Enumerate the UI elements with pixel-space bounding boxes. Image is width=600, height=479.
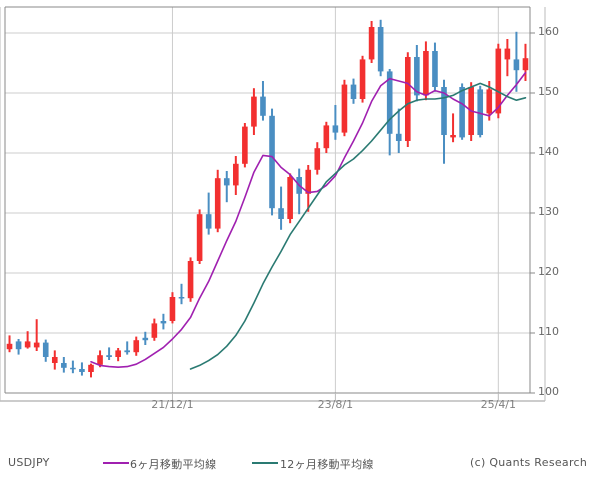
- x-axis-tick-label: 21/12/1: [151, 398, 194, 411]
- candle-body: [404, 57, 411, 141]
- x-axis-tick-label: 25/4/1: [480, 398, 517, 411]
- candle-body: [42, 342, 49, 357]
- legend-ma6-label: 6ヶ月移動平均線: [130, 458, 217, 471]
- candle-body: [377, 27, 384, 72]
- y-axis-tick-label: 110: [538, 325, 559, 338]
- candle-body: [142, 337, 149, 341]
- candle-body: [51, 357, 58, 363]
- candle-body: [459, 87, 465, 138]
- candle-body: [414, 57, 420, 96]
- candle-body: [233, 163, 239, 186]
- symbol-label: USDJPY: [8, 456, 50, 469]
- legend-ma6-swatch: [103, 462, 129, 464]
- candle-body: [260, 96, 266, 116]
- candle-body: [242, 126, 248, 164]
- candle-body: [97, 355, 103, 365]
- copyright-label: (c) Quants Research: [470, 456, 588, 469]
- candle-body: [368, 27, 375, 60]
- candle-body: [214, 178, 221, 229]
- candle-body: [151, 323, 158, 338]
- candle-body: [441, 87, 447, 135]
- candle-body: [287, 177, 293, 219]
- candle-body: [486, 89, 493, 114]
- plot-background: [5, 7, 530, 393]
- legend-ma12-label: 12ヶ月移動平均線: [280, 458, 374, 471]
- candle-series: [6, 19, 529, 378]
- y-axis-tick-label: 120: [538, 265, 559, 278]
- candle-body: [24, 341, 31, 348]
- candle-body: [513, 59, 520, 71]
- candle-body: [106, 355, 112, 357]
- candle-body: [423, 51, 429, 96]
- candle-body: [395, 133, 402, 141]
- candle-body: [88, 364, 94, 372]
- y-axis-tick-label: 140: [538, 145, 559, 158]
- grid-lines: [5, 7, 530, 394]
- candle-body: [223, 178, 230, 186]
- legend-ma12-swatch: [252, 462, 278, 464]
- candle-body: [160, 321, 167, 324]
- candle-body: [341, 84, 348, 133]
- candle-body: [6, 343, 13, 350]
- axis-frame: [0, 6, 546, 402]
- candle-body: [61, 363, 67, 368]
- candle-body: [133, 340, 140, 353]
- candle-body: [205, 214, 212, 229]
- candle-body: [359, 59, 366, 99]
- candle-body: [196, 214, 203, 261]
- candle-body: [386, 71, 393, 134]
- candle-body: [251, 96, 257, 127]
- candle-body: [495, 48, 502, 114]
- y-axis-tick-label: 160: [538, 25, 559, 38]
- candle-body: [15, 341, 22, 350]
- candle-body: [187, 261, 194, 299]
- candle-body: [432, 51, 438, 87]
- candle-body: [305, 169, 312, 194]
- ma12-line: [189, 82, 527, 370]
- candle-body: [269, 115, 275, 209]
- candle-body: [323, 125, 330, 149]
- candle-body: [314, 148, 321, 170]
- candle-body: [115, 350, 121, 357]
- y-axis-tick-label: 100: [538, 385, 559, 398]
- candle-body: [278, 208, 284, 219]
- ma6-line: [90, 71, 527, 369]
- y-axis-tick-label: 130: [538, 205, 559, 218]
- candle-body: [124, 350, 131, 353]
- y-axis-tick-label: 150: [538, 85, 559, 98]
- candle-body: [169, 297, 176, 321]
- candle-body: [332, 125, 339, 133]
- candle-body: [350, 84, 357, 99]
- candle-body: [178, 297, 185, 299]
- candle-body: [70, 367, 76, 370]
- candle-body: [477, 89, 484, 135]
- candle-body: [504, 48, 511, 60]
- candle-body: [522, 58, 529, 71]
- x-axis-tick-label: 23/8/1: [317, 398, 354, 411]
- candle-body: [79, 369, 85, 372]
- candle-body: [450, 135, 456, 138]
- candle-body: [33, 342, 40, 348]
